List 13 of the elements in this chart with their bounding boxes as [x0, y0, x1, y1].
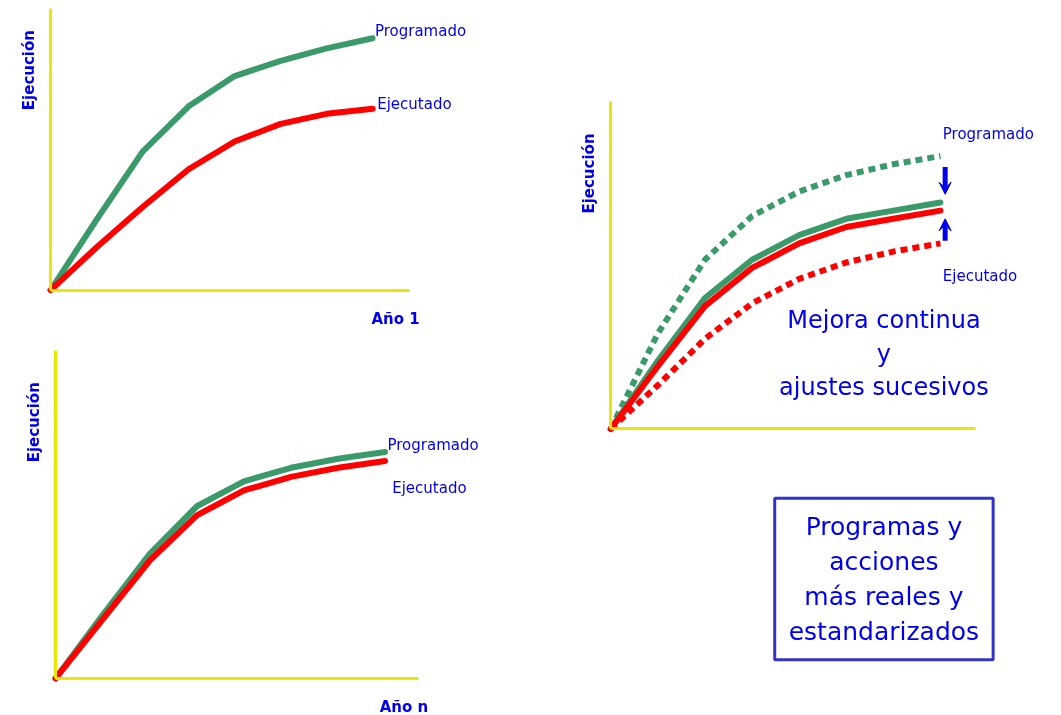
x-axis-title: Año 1 [371, 310, 420, 329]
series-label: Programado [374, 21, 467, 40]
x-axis-title: Año n [379, 698, 429, 715]
text: Programas y acciones más reales y estandarizados [788, 512, 980, 646]
series-label: Ejecutado [377, 94, 452, 113]
annotation: Mejora continua y ajustes sucesivos [779, 306, 989, 402]
y-axis-title: Ejecución [19, 30, 38, 111]
y-axis-title: Ejecución [579, 133, 598, 214]
series-label: Ejecutado [392, 479, 467, 498]
series-label: Programado [942, 125, 1034, 144]
y-axis-title: Ejecución [24, 382, 43, 463]
series-label: Ejecutado [942, 267, 1018, 286]
series-label: Programado [387, 436, 479, 455]
